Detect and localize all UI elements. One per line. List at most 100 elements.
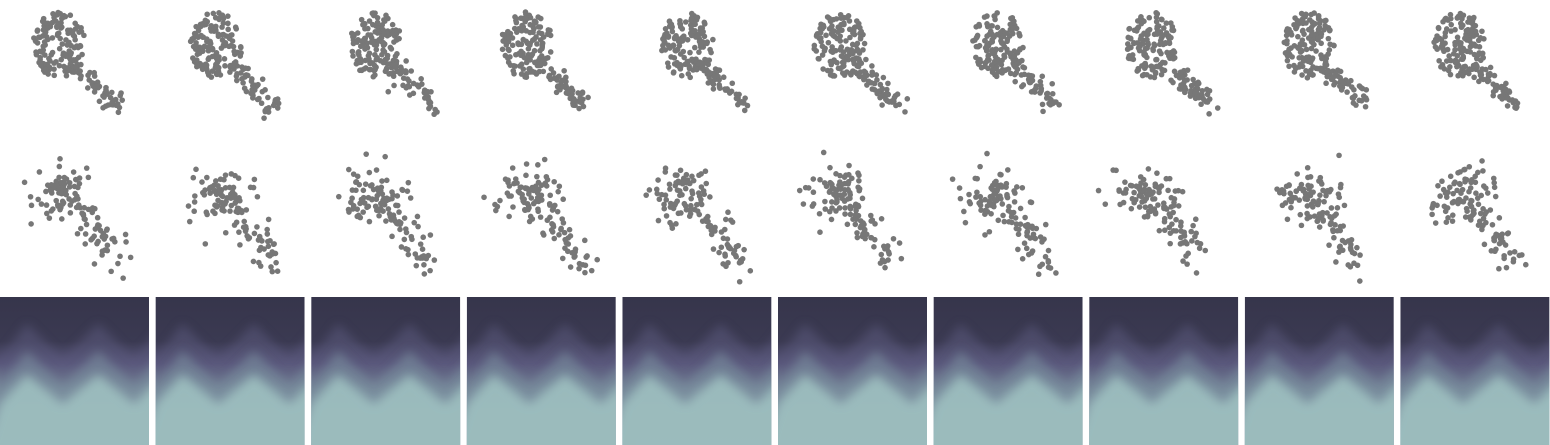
- point: [1188, 87, 1194, 94]
- point: [978, 207, 984, 214]
- point: [192, 46, 199, 52]
- point: [982, 37, 988, 44]
- point: [1487, 64, 1494, 71]
- point: [369, 10, 376, 17]
- point: [1154, 31, 1160, 37]
- point: [1483, 219, 1489, 226]
- point: [661, 201, 667, 208]
- point: [702, 168, 709, 175]
- point: [810, 189, 817, 196]
- point: [1337, 223, 1344, 230]
- point: [1146, 27, 1152, 33]
- point: [27, 193, 34, 200]
- point: [372, 203, 379, 210]
- point: [1320, 187, 1326, 194]
- point: [1325, 51, 1331, 57]
- point: [405, 179, 412, 186]
- point: [837, 186, 844, 192]
- point: [868, 234, 874, 241]
- point: [500, 38, 506, 44]
- point: [77, 75, 84, 82]
- point: [985, 65, 991, 72]
- point: [57, 156, 63, 162]
- point: [1457, 40, 1464, 47]
- point: [1001, 218, 1008, 225]
- point: [667, 219, 673, 226]
- point: [264, 231, 271, 237]
- point: [1309, 55, 1316, 61]
- point-cloud: [481, 156, 601, 276]
- point: [1439, 62, 1446, 68]
- point: [261, 115, 267, 121]
- point: [49, 35, 56, 41]
- point: [840, 49, 847, 55]
- point: [59, 15, 65, 22]
- point: [1031, 87, 1037, 94]
- point: [231, 60, 238, 67]
- point: [49, 19, 56, 26]
- point: [830, 72, 837, 79]
- point: [550, 222, 556, 228]
- point: [556, 183, 563, 190]
- point: [1352, 93, 1358, 99]
- point: [884, 86, 890, 93]
- point: [856, 73, 863, 80]
- point: [1144, 36, 1150, 43]
- point: [844, 69, 850, 75]
- point: [481, 194, 487, 201]
- point: [255, 81, 261, 88]
- point: [1507, 250, 1513, 256]
- point: [845, 178, 852, 185]
- point: [28, 221, 34, 227]
- point: [1137, 36, 1144, 42]
- point: [1178, 234, 1184, 241]
- point: [497, 197, 503, 204]
- point: [1129, 52, 1136, 58]
- point: [234, 71, 240, 77]
- point: [576, 260, 583, 267]
- point: [1037, 78, 1044, 85]
- point: [1035, 271, 1042, 278]
- point: [48, 190, 55, 196]
- point: [110, 235, 117, 242]
- point: [1046, 95, 1053, 102]
- point: [884, 243, 891, 249]
- point: [242, 228, 249, 234]
- point: [1442, 29, 1449, 36]
- point: [847, 34, 853, 41]
- point: [1319, 55, 1325, 62]
- point: [1173, 216, 1179, 223]
- point: [1493, 87, 1499, 93]
- point: [256, 247, 263, 254]
- point: [1158, 71, 1165, 78]
- point: [718, 244, 725, 251]
- point: [1039, 261, 1046, 268]
- point: [1178, 82, 1184, 88]
- point: [1170, 55, 1177, 62]
- point: [1481, 241, 1488, 248]
- point: [1045, 247, 1052, 254]
- point: [1175, 203, 1182, 209]
- point: [1168, 204, 1175, 210]
- point: [417, 241, 424, 247]
- point: [205, 69, 211, 76]
- point: [1139, 199, 1145, 205]
- point: [1153, 18, 1160, 25]
- point: [989, 23, 995, 29]
- point: [852, 212, 859, 218]
- point: [1474, 195, 1481, 201]
- point: [1496, 265, 1502, 272]
- point: [534, 41, 540, 47]
- point: [1153, 56, 1160, 63]
- point: [1009, 14, 1016, 21]
- point: [844, 221, 851, 228]
- point: [1337, 74, 1344, 81]
- point: [46, 215, 53, 221]
- point: [1344, 89, 1350, 95]
- point: [518, 52, 524, 59]
- point: [1468, 179, 1474, 186]
- point: [710, 246, 717, 252]
- point: [369, 60, 376, 66]
- point: [871, 86, 878, 93]
- point: [531, 36, 538, 42]
